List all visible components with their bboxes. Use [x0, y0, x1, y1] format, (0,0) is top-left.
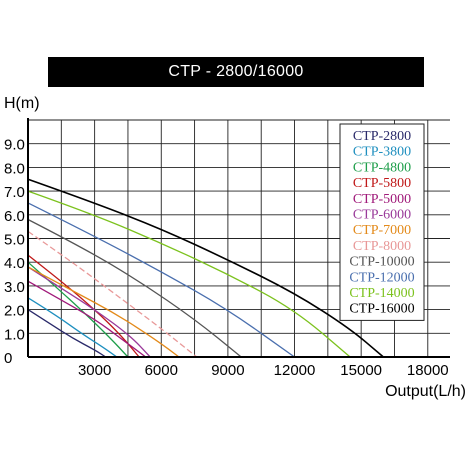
x-tick-label: 3000 — [78, 362, 111, 379]
legend-box — [339, 123, 425, 321]
x-tick-label: 18000 — [407, 362, 449, 379]
y-tick-label: 9.0 — [4, 137, 25, 154]
y-tick-label: 5.0 — [4, 232, 25, 249]
y-tick-label: 6.0 — [4, 208, 25, 225]
legend-entry: CTP-6000 — [353, 208, 411, 223]
series-line-ctp-7000 — [27, 266, 180, 358]
series-line-ctp-16000 — [27, 178, 384, 358]
legend-entry: CTP-5800 — [353, 176, 411, 191]
series-line-ctp-3800 — [27, 297, 118, 358]
series-line-ctp-6000 — [27, 266, 151, 358]
y-tick-label: 0 — [4, 350, 12, 367]
series-line-ctp-8000 — [27, 230, 198, 358]
legend-entry: CTP-8000 — [353, 239, 411, 254]
y-tick-label: 2.0 — [4, 303, 25, 320]
series-line-ctp-2800 — [27, 309, 107, 358]
legend-entry: CTP-4800 — [353, 160, 411, 175]
x-tick-label: 9000 — [211, 362, 244, 379]
y-axis-label: H(m) — [4, 95, 40, 112]
y-tick-label: 8.0 — [4, 160, 25, 177]
x-tick-label: 6000 — [145, 362, 178, 379]
legend-entry: CTP-5000 — [353, 192, 411, 207]
legend-entry: CTP-12000 — [349, 270, 414, 285]
y-tick-label: 7.0 — [4, 184, 25, 201]
legend-entry: CTP-3800 — [353, 145, 411, 160]
y-tick-label: 3.0 — [4, 279, 25, 296]
series-line-ctp-5000 — [27, 280, 147, 358]
chart-title: CTP - 2800/16000 — [48, 57, 424, 87]
legend-entry: CTP-10000 — [349, 255, 414, 270]
x-axis-label: Output(L/h) — [385, 383, 466, 400]
y-tick-label: 1.0 — [4, 326, 25, 343]
legend-entry: CTP-14000 — [349, 286, 414, 301]
series-line-ctp-14000 — [27, 190, 351, 358]
legend-entry: CTP-7000 — [353, 223, 411, 238]
series-line-ctp-10000 — [27, 218, 242, 358]
x-tick-label: 12000 — [274, 362, 316, 379]
legend-entry: CTP-16000 — [349, 302, 414, 317]
legend-entry: CTP-2800 — [353, 129, 411, 144]
series-line-ctp-12000 — [27, 202, 295, 358]
x-tick-label: 15000 — [340, 362, 382, 379]
y-tick-label: 4.0 — [4, 255, 25, 272]
